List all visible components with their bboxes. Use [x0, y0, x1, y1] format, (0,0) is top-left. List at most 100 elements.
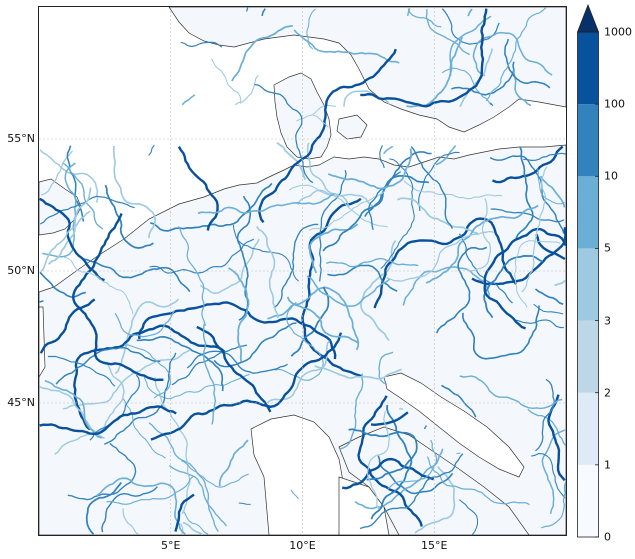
river-segment [154, 377, 191, 515]
river-segment [456, 452, 461, 455]
river-segment [514, 240, 561, 308]
colorbar-tick-label: 1 [604, 458, 611, 472]
river-segment [541, 429, 566, 514]
river-density-map [39, 7, 566, 535]
river-segment [238, 502, 251, 505]
river-segment [39, 300, 44, 303]
lat-tick-label: 55°N [7, 132, 35, 145]
river-segment [368, 171, 402, 231]
colorbar-tick-label: 1000 [604, 25, 632, 39]
colorbar-bin [577, 464, 599, 537]
river-segment [293, 29, 400, 64]
river-segment [150, 182, 273, 232]
river-segment [124, 344, 172, 399]
colorbar-tick-label: 10 [604, 169, 618, 183]
river-segment [178, 225, 207, 326]
river-segment [461, 305, 540, 360]
river-segment [314, 364, 402, 380]
river-segment [523, 152, 566, 162]
river-segment [530, 453, 566, 499]
river-segment [62, 162, 104, 230]
river-segment [492, 145, 564, 184]
river-segment [397, 197, 479, 235]
river-segment [483, 227, 566, 330]
river-segment [73, 324, 226, 431]
river-segment [254, 83, 314, 184]
river-segment [106, 476, 194, 505]
river-segment [182, 510, 209, 535]
river-segment [267, 286, 360, 351]
land-scandinavia [168, 7, 566, 133]
river-segment [47, 355, 116, 387]
river-segment [122, 508, 140, 535]
colorbar-bin [577, 176, 599, 249]
river-segment [378, 351, 394, 385]
river-segment [435, 145, 457, 166]
river-segment [290, 286, 330, 357]
river-segment [136, 335, 224, 392]
river-segment [441, 384, 477, 418]
river-segment [104, 184, 154, 249]
river-segment [232, 224, 299, 282]
river-segment [286, 296, 360, 345]
land-zealand [336, 114, 368, 140]
river-segment [402, 266, 491, 306]
river-segment [377, 455, 454, 495]
river-segment [261, 8, 266, 17]
river-segment [64, 256, 134, 315]
river-segment [180, 460, 249, 488]
river-segment [39, 271, 87, 298]
river-segment [85, 481, 122, 535]
river-segment [489, 155, 565, 234]
river-segment [426, 456, 530, 506]
river-segment [435, 246, 488, 334]
lat-tick-label: 45°N [7, 396, 35, 409]
river-segment [197, 193, 335, 215]
river-segment [458, 233, 513, 304]
sea-biscay-gulf [39, 306, 46, 378]
river-segment [114, 298, 179, 375]
river-segment [534, 288, 564, 305]
river-segment [366, 411, 390, 510]
river-segment [458, 499, 479, 535]
river-segment [177, 146, 219, 231]
colorbar-tick-label: 5 [604, 241, 611, 255]
river-segment [62, 349, 191, 410]
river-segment [83, 258, 191, 293]
colorbar-outline [577, 31, 599, 538]
river-segment [149, 238, 255, 274]
river-segment [297, 189, 375, 209]
river-segment [490, 208, 565, 223]
river-segment [383, 145, 394, 155]
river-segment [359, 453, 464, 530]
river-segment [89, 374, 141, 441]
colorbar-tick-label: 2 [604, 386, 611, 400]
river-segment [407, 8, 442, 28]
river-segment [273, 223, 319, 309]
lon-tick-label: 15°E [421, 539, 448, 552]
river-segment [348, 428, 418, 481]
lon-tick-label: 10°E [289, 539, 316, 552]
river-segment [255, 226, 279, 319]
river-segment [423, 425, 427, 430]
colorbar-extend-arrow [577, 4, 599, 33]
river-layer [39, 7, 566, 535]
river-segment [67, 442, 137, 501]
colorbar-bin [577, 32, 599, 105]
river-segment [213, 322, 297, 368]
river-segment [182, 521, 204, 535]
river-segment [539, 175, 566, 208]
river-segment [306, 275, 391, 307]
river-segment [196, 325, 272, 413]
river-segment [537, 168, 565, 205]
river-segment [218, 439, 249, 487]
river-segment [180, 41, 223, 48]
river-segment [521, 166, 548, 293]
river-segment [370, 411, 409, 426]
river-segment [72, 213, 164, 382]
colorbar-tick-label: 0 [604, 530, 611, 544]
river-segment [386, 230, 494, 282]
river-segment [327, 264, 398, 292]
lon-tick-label: 5°E [161, 539, 181, 552]
land-britain [39, 178, 82, 236]
